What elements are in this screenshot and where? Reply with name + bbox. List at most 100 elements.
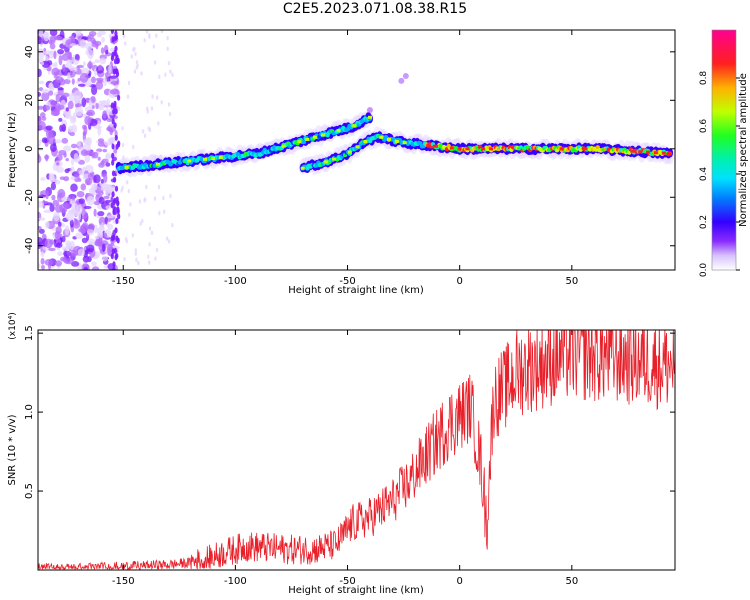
noise-blob — [100, 101, 109, 107]
noise-blob — [87, 223, 95, 230]
noise-blob — [39, 139, 42, 144]
noise-blob — [141, 129, 145, 134]
spectrogram-xlabel: Height of straight line (km) — [288, 285, 424, 296]
noise-blob — [91, 183, 98, 191]
ridge-hot — [305, 137, 310, 141]
spectrogram-ylabel: Frequency (Hz) — [7, 112, 18, 188]
noise-blob — [91, 261, 97, 267]
noise-blob — [55, 76, 64, 83]
noise-blob — [93, 174, 101, 184]
noise-blob — [43, 209, 52, 214]
noise-blob — [47, 60, 53, 66]
ridge-hot — [320, 133, 325, 137]
noise-blob — [66, 59, 73, 68]
noise-blob — [136, 63, 139, 68]
spec-xtick-label: 0 — [456, 276, 462, 287]
noise-streak — [114, 108, 118, 115]
snr-xtick-label: -50 — [339, 576, 355, 587]
noise-blob — [63, 145, 72, 152]
ridge-inner — [301, 139, 307, 145]
noise-streak — [112, 209, 116, 215]
noise-blob — [158, 74, 161, 80]
noise-blob — [84, 115, 92, 126]
noise-blob — [39, 30, 43, 38]
snr-xtick-label: 50 — [565, 576, 578, 587]
noise-blob — [75, 232, 84, 239]
ridge-hot — [583, 147, 588, 151]
noise-streak — [111, 191, 115, 198]
noise-blob — [40, 177, 46, 181]
noise-streak — [113, 100, 117, 107]
noise-blob — [77, 83, 86, 87]
ridge-hot — [449, 146, 454, 150]
noise-blob — [71, 78, 75, 85]
noise-blob — [106, 215, 115, 219]
noise-blob — [52, 199, 60, 206]
noise-blob — [78, 198, 86, 205]
colorbar-frame — [711, 29, 737, 271]
noise-blob — [73, 153, 79, 162]
noise-streak — [110, 102, 114, 109]
noise-blob — [93, 125, 102, 129]
noise-streak — [110, 55, 114, 62]
ridge-hot — [630, 149, 635, 153]
noise-blob — [52, 178, 58, 183]
noise-blob — [164, 72, 167, 77]
noise-blob — [114, 84, 119, 89]
noise-blob — [38, 92, 42, 97]
noise-blob — [169, 193, 172, 199]
noise-blob — [57, 49, 65, 55]
noise-blob — [108, 64, 112, 74]
noise-blob — [48, 83, 54, 90]
noise-blob — [46, 134, 56, 145]
noise-blob — [80, 183, 87, 191]
noise-streak — [112, 266, 116, 270]
colorbar-tick-label: 0.0 — [699, 263, 709, 278]
noise-blob — [58, 55, 63, 66]
noise-blob — [121, 142, 125, 148]
noise-blob — [151, 94, 154, 99]
noise-blob — [49, 35, 57, 42]
noise-blob — [48, 90, 54, 96]
noise-blob — [65, 158, 69, 162]
noise-streak — [113, 122, 117, 129]
noise-blob — [100, 178, 105, 184]
noise-blob — [44, 221, 50, 229]
ridge-hot — [638, 150, 643, 154]
spectrogram-ticks: -150 -100 -50 0 50 -40 -20 0 20 40 — [24, 30, 675, 287]
noise-blob — [101, 36, 105, 43]
noise-blob — [54, 139, 62, 144]
noise-blob — [76, 191, 85, 198]
noise-blob — [40, 251, 45, 258]
noise-blob — [131, 233, 134, 238]
noise-blob — [105, 49, 109, 55]
noise-streak — [111, 248, 115, 255]
noise-streak — [113, 176, 117, 183]
ridge-hot — [281, 144, 286, 148]
noise-streak — [114, 185, 119, 192]
noise-blob — [97, 156, 101, 161]
ridge-hot — [402, 141, 407, 145]
noise-blob — [38, 228, 45, 234]
noise-blob — [66, 242, 72, 250]
noise-blob — [129, 202, 132, 207]
noise-blob — [48, 247, 56, 252]
noise-blob — [167, 102, 171, 107]
noise-blob — [97, 138, 105, 143]
noise-blob — [127, 188, 130, 194]
noise-blob — [48, 172, 55, 181]
noise-streak — [111, 170, 116, 177]
snr-ytick-label: 1.0 — [24, 404, 35, 420]
noise-blob — [109, 89, 119, 95]
noise-blob — [104, 141, 112, 146]
ridge-speck — [398, 77, 405, 84]
noise-blob — [49, 30, 58, 37]
noise-blob — [82, 255, 90, 263]
snr-xtick-label: 0 — [456, 576, 462, 587]
ridge-hot — [313, 135, 317, 139]
noise-blob — [168, 111, 172, 117]
noise-streak — [115, 196, 119, 203]
ridge-hot — [211, 157, 215, 160]
noise-blob — [102, 148, 108, 153]
